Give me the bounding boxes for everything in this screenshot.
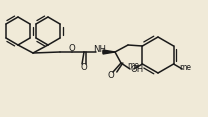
Text: me: me [179,62,191,71]
Text: NH: NH [93,45,106,54]
Text: O: O [108,71,114,79]
Text: O: O [81,62,87,71]
Text: O: O [69,44,75,53]
Polygon shape [103,50,115,54]
Text: me: me [127,60,139,69]
Text: OH: OH [130,66,144,75]
